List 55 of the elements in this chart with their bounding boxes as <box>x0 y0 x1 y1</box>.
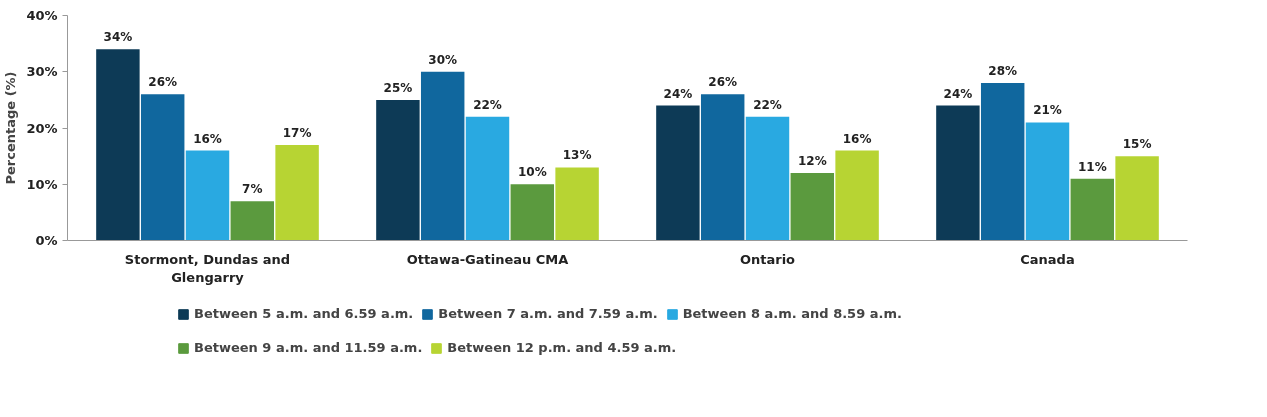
bar <box>185 150 230 241</box>
bar <box>1070 178 1115 241</box>
bar <box>936 105 980 241</box>
bar <box>140 94 185 241</box>
y-axis-title: Percentage (%) <box>3 71 19 185</box>
bar <box>790 173 835 241</box>
x-tick-label: Canada <box>1020 251 1075 267</box>
bar <box>1115 156 1159 241</box>
bar <box>835 150 879 241</box>
data-label: 15% <box>1122 137 1152 152</box>
bar <box>275 144 319 241</box>
bar <box>230 201 275 241</box>
bar <box>510 184 555 241</box>
y-tick-label: 10% <box>26 176 58 192</box>
bar <box>96 49 140 241</box>
data-label: 12% <box>797 154 827 168</box>
y-tick-label: 0% <box>35 233 58 248</box>
x-tick-label: Stormont, Dundas and Glengarry <box>124 251 291 285</box>
data-label: 24% <box>663 86 693 101</box>
legend-label: Between 8 a.m. and 8.59 a.m. <box>682 306 902 321</box>
data-label: 26% <box>148 75 178 90</box>
data-label: 22% <box>753 97 782 112</box>
data-label: 26% <box>708 75 738 90</box>
y-tick-label: 30% <box>26 64 58 80</box>
data-label: 16% <box>193 131 222 146</box>
bar <box>980 83 1025 241</box>
legend-label: Between 9 a.m. and 11.59 a.m. <box>194 340 423 355</box>
bar <box>1025 122 1070 241</box>
bar <box>700 94 745 241</box>
data-label: 11% <box>1077 159 1107 174</box>
bar <box>465 116 510 241</box>
y-tick-label: 20% <box>26 120 58 136</box>
data-label: 13% <box>562 148 592 163</box>
data-label: 30% <box>428 52 458 67</box>
bar <box>555 167 599 241</box>
data-label: 16% <box>842 131 872 146</box>
data-label: 25% <box>383 80 413 95</box>
bar <box>420 71 465 241</box>
x-tick-label: Ontario <box>739 251 796 267</box>
data-label: 28% <box>988 64 1018 78</box>
data-label: 17% <box>282 125 312 140</box>
data-label: 34% <box>103 30 133 45</box>
data-label: 21% <box>1033 103 1062 118</box>
bar <box>656 105 700 241</box>
legend-label: Between 5 a.m. and 6.59 a.m. <box>194 306 414 321</box>
data-label: 22% <box>473 97 502 112</box>
data-label: 7% <box>242 182 263 197</box>
y-tick-label: 40% <box>26 8 58 23</box>
data-label: 10% <box>517 165 547 180</box>
x-tick-label: Ottawa-Gatineau CMA <box>406 251 569 267</box>
bar <box>376 99 420 241</box>
legend-label: Between 7 a.m. and 7.59 a.m. <box>438 306 658 321</box>
legend-label: Between 12 p.m. and 4.59 a.m. <box>447 340 677 355</box>
bar <box>745 116 790 241</box>
data-label: 24% <box>943 86 973 101</box>
